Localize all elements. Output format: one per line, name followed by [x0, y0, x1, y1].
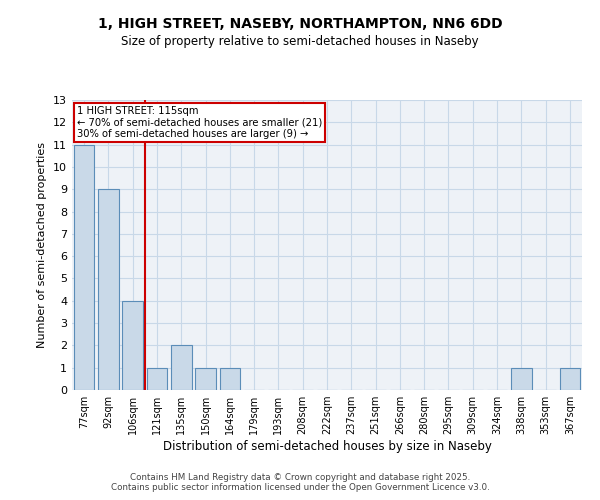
Text: 1 HIGH STREET: 115sqm
← 70% of semi-detached houses are smaller (21)
30% of semi: 1 HIGH STREET: 115sqm ← 70% of semi-deta… — [77, 106, 322, 139]
Bar — [146, 368, 167, 390]
Bar — [195, 368, 216, 390]
Bar — [511, 368, 532, 390]
Text: Size of property relative to semi-detached houses in Naseby: Size of property relative to semi-detach… — [121, 35, 479, 48]
Text: Contains HM Land Registry data © Crown copyright and database right 2025.
Contai: Contains HM Land Registry data © Crown c… — [110, 473, 490, 492]
Bar — [220, 368, 240, 390]
Bar — [171, 346, 191, 390]
Bar — [560, 368, 580, 390]
Bar — [98, 189, 119, 390]
Bar — [122, 301, 143, 390]
X-axis label: Distribution of semi-detached houses by size in Naseby: Distribution of semi-detached houses by … — [163, 440, 491, 453]
Text: 1, HIGH STREET, NASEBY, NORTHAMPTON, NN6 6DD: 1, HIGH STREET, NASEBY, NORTHAMPTON, NN6… — [98, 18, 502, 32]
Y-axis label: Number of semi-detached properties: Number of semi-detached properties — [37, 142, 47, 348]
Bar — [74, 144, 94, 390]
